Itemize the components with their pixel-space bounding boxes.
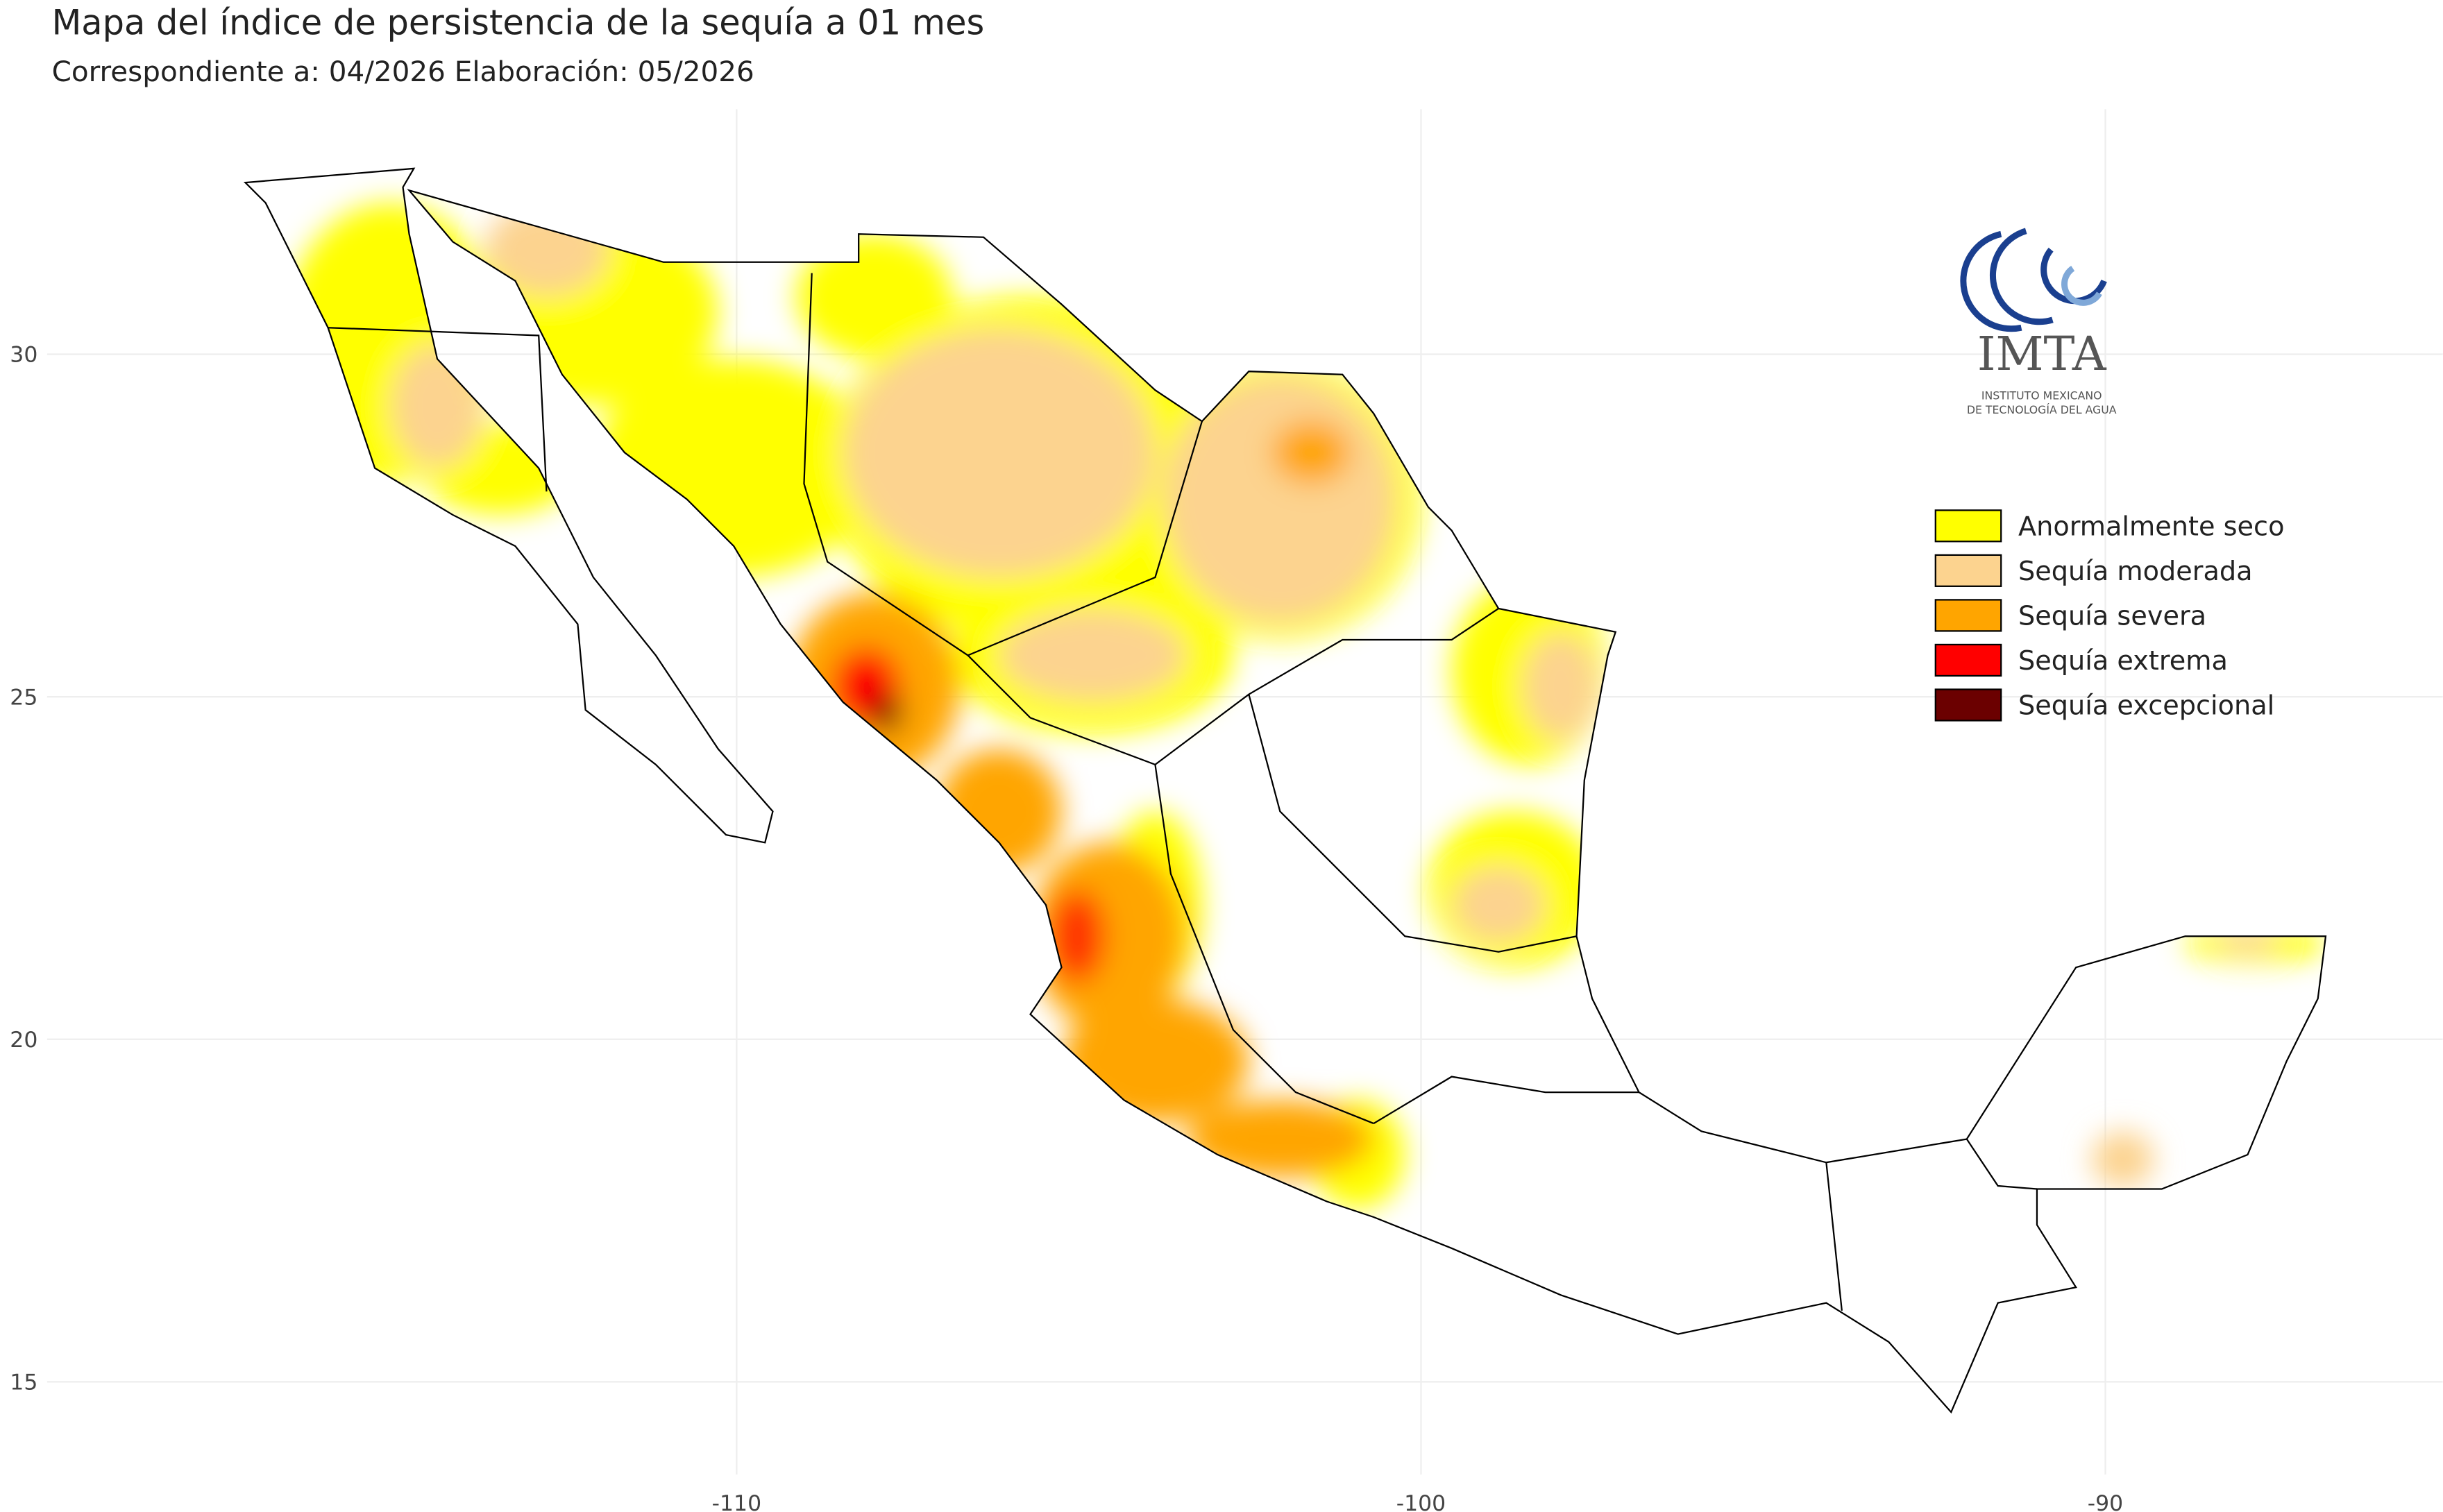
legend-swatch bbox=[1934, 688, 2002, 722]
legend-swatch bbox=[1934, 554, 2002, 587]
legend-swatch bbox=[1934, 509, 2002, 543]
y-tick-label: 20 bbox=[10, 1028, 37, 1053]
drought-areas bbox=[281, 203, 2326, 1209]
subtitle: Correspondiente a: 04/2026 Elaboración: … bbox=[52, 55, 754, 88]
country-outline bbox=[243, 167, 2327, 1414]
legend-label: Sequía moderada bbox=[2018, 557, 2253, 587]
legend-label: Sequía severa bbox=[2018, 601, 2206, 631]
logo-name: IMTA bbox=[1977, 326, 2107, 381]
legend-swatch bbox=[1934, 643, 2002, 677]
legend-label: Sequía excepcional bbox=[2018, 690, 2274, 721]
legend-label: Anormalmente seco bbox=[2018, 511, 2285, 542]
logo-line: INSTITUTO MEXICANO bbox=[1981, 389, 2102, 402]
legend: Anormalmente seco Sequía moderada Sequía s… bbox=[1934, 509, 2285, 722]
logo: IMTA INSTITUTO MEXICANO DE TECNOLOGÍA DE… bbox=[1960, 228, 2117, 416]
x-tick-label: -100 bbox=[1396, 1491, 1446, 1512]
title: Mapa del índice de persistencia de la se… bbox=[52, 2, 985, 42]
y-tick-label: 25 bbox=[10, 685, 37, 710]
x-tick-label: -90 bbox=[2088, 1491, 2123, 1512]
logo-line: DE TECNOLOGÍA DEL AGUA bbox=[1967, 403, 2117, 416]
x-tick-label: -110 bbox=[712, 1491, 761, 1512]
legend-swatch bbox=[1934, 599, 2002, 632]
legend-label: Sequía extrema bbox=[2018, 646, 2228, 677]
y-tick-label: 30 bbox=[10, 343, 37, 368]
y-tick-label: 15 bbox=[10, 1370, 37, 1395]
